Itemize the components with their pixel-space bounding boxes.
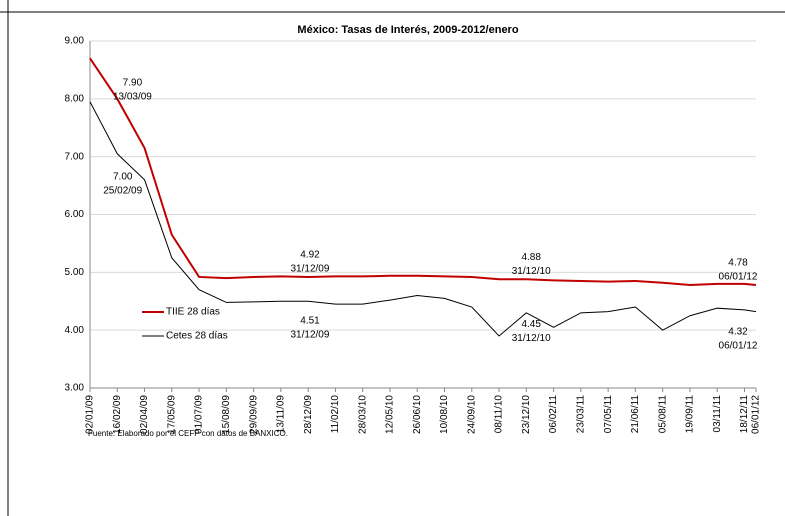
x-tick-label: 21/06/11: [630, 395, 641, 434]
annotation-value: 7.00: [113, 171, 133, 182]
x-tick-label: 18/12/11: [739, 395, 750, 434]
annotation-date: 06/01/12: [719, 272, 758, 283]
x-tick-label: 03/11/11: [712, 395, 723, 433]
x-tick-label: 11/02/10: [330, 395, 341, 434]
x-tick-label: 29/09/09: [248, 395, 259, 434]
annotation-value: 7.90: [123, 77, 143, 88]
series-line: [89, 57, 757, 287]
annotation-value: 4.88: [521, 252, 541, 263]
series-line: [89, 101, 757, 337]
annotation-date: 31/12/09: [291, 329, 330, 340]
x-tick-label: 23/12/10: [521, 395, 532, 434]
x-tick-label: 26/06/10: [412, 395, 423, 434]
x-tick-label: 02/04/09: [139, 395, 150, 434]
annotation-value: 4.51: [300, 315, 320, 326]
y-tick-label: 3.00: [65, 383, 85, 394]
x-tick-label: 01/07/09: [194, 395, 205, 434]
legend-label: TIIE 28 días: [166, 307, 220, 318]
y-tick-label: 4.00: [65, 325, 85, 336]
y-tick-label: 7.00: [65, 151, 85, 162]
x-tick-label: 24/09/10: [466, 395, 477, 434]
x-tick-label: 13/11/09: [276, 395, 287, 434]
annotation-date: 31/12/10: [512, 333, 551, 344]
annotation-date: 13/03/09: [113, 91, 152, 102]
x-tick-label: 28/12/09: [303, 395, 314, 434]
annotation-date: 06/01/12: [719, 340, 758, 351]
x-tick-label: 17/05/09: [166, 395, 177, 434]
x-tick-label: 19/09/11: [685, 395, 696, 434]
chart-title: México: Tasas de Interés, 2009-2012/ener…: [297, 24, 518, 36]
x-tick-label: 02/01/09: [85, 395, 96, 434]
x-tick-label: 06/01/12: [751, 395, 762, 434]
x-tick-label: 15/08/09: [221, 395, 232, 434]
x-tick-label: 23/03/11: [576, 395, 587, 434]
annotation-value: 4.78: [728, 258, 748, 269]
annotation-date: 25/02/09: [103, 185, 142, 196]
y-tick-label: 8.00: [65, 93, 85, 104]
x-tick-label: 10/08/10: [439, 395, 450, 434]
y-tick-label: 9.00: [65, 36, 85, 47]
y-tick-label: 6.00: [65, 209, 85, 220]
annotation-value: 4.45: [521, 319, 541, 330]
x-tick-label: 06/02/11: [548, 395, 559, 434]
legend-label: Cetes 28 días: [166, 331, 228, 342]
y-tick-label: 5.00: [65, 267, 85, 278]
source-note: Fuente: Elaborado por el CEFP con datos …: [88, 429, 288, 438]
x-tick-label: 28/03/10: [357, 395, 368, 434]
x-tick-label: 16/02/09: [112, 395, 123, 434]
annotation-value: 4.92: [300, 250, 320, 261]
x-tick-label: 05/08/11: [657, 395, 668, 434]
annotation-date: 31/12/10: [512, 266, 551, 277]
annotation-date: 31/12/09: [291, 264, 330, 275]
annotation-value: 4.32: [728, 326, 748, 337]
x-tick-label: 08/11/10: [494, 395, 505, 434]
x-tick-label: 12/05/10: [385, 395, 396, 434]
x-tick-label: 07/05/11: [603, 395, 614, 434]
